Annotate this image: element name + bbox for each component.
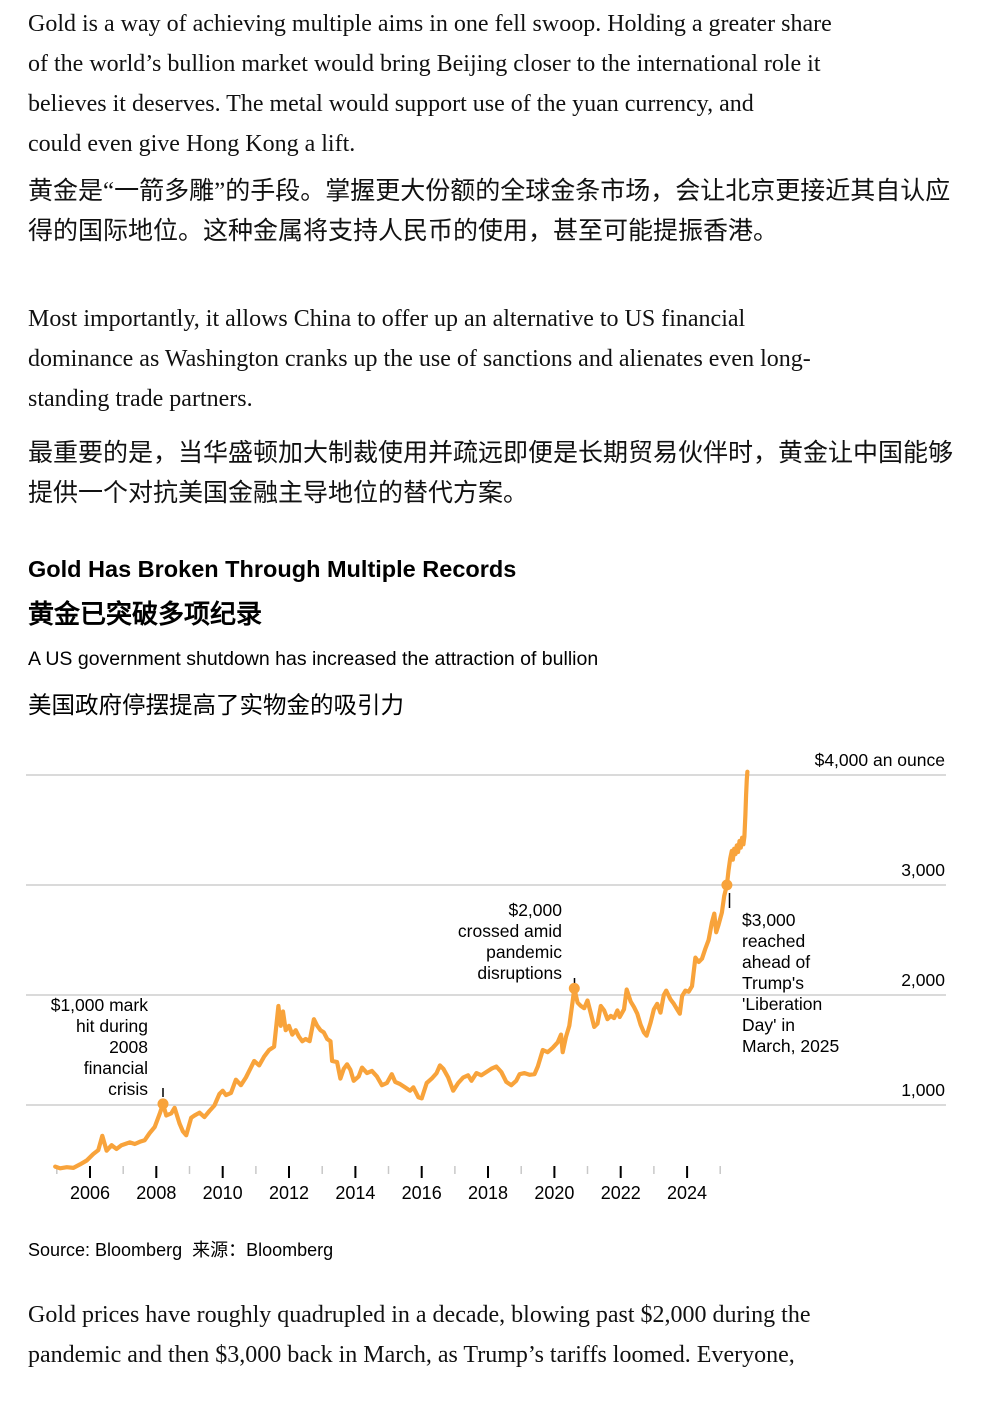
text-line: Most importantly, it allows China to off… [28,306,746,332]
text-line: ahead of [742,952,811,972]
text-line: disruptions [477,963,562,983]
x-axis-label-2006: 2006 [69,1183,111,1203]
paragraph-en-3: Gold prices have roughly quadrupled in a… [28,1295,810,1375]
paragraph-zh-1: 黄金是“一箭多雕”的手段。掌握更大份额的全球金条市场，会让北京更接近其自认应 得的… [28,172,950,252]
y-axis-label-2000: 2,000 [901,970,945,990]
text-line: pandemic [486,942,562,962]
text-line: believes it deserves. The metal would su… [28,91,754,117]
x-axis-label-2016: 2016 [401,1183,442,1203]
text-line: reached [742,931,806,951]
x-axis-label-2010: 2010 [202,1183,243,1203]
text-line: crisis [108,1079,148,1099]
marker-dot-1010 [157,1098,169,1110]
x-axis-label-2014: 2014 [335,1183,376,1203]
text-line: 得的国际地位。这种金属将支持人民币的使用，甚至可能提振香港。 [28,218,779,245]
text-line: 提供一个对抗美国金融主导地位的替代方案。 [28,480,529,507]
chart-title-zh: 黄金已突破多项纪录 [28,599,263,629]
paragraph-en-1: Gold is a way of achieving multiple aims… [28,4,832,164]
marker-dot-3000 [721,879,733,891]
text-line: dominance as Washington cranks up the us… [28,346,811,372]
annotation-2000-crossed: $2,000 crossed amid pandemic disruptions [402,900,562,984]
chart-subtitle-zh: 美国政府停摆提高了实物金的吸引力 [28,692,404,718]
text-line: crossed amid [457,921,562,941]
x-axis-label-2012: 2012 [268,1183,310,1203]
y-axis-label-4000: $4,000 an ounce [814,750,945,770]
paragraph-en-2: Most importantly, it allows China to off… [28,299,811,419]
text-line: could even give Hong Kong a lift. [28,131,356,157]
x-axis-label-2018: 2018 [468,1183,509,1203]
gold-price-line [53,769,750,1171]
x-axis-label-2020: 2020 [534,1183,575,1203]
text-line: 黄金是“一箭多雕”的手段。掌握更大份额的全球金条市场，会让北京更接近其自认应 [28,178,951,205]
annotation-1000-mark: $1,000 mark hit during 2008 financial crisis [20,995,148,1100]
y-axis-label-3000: 3,000 [901,860,945,880]
text-line: 2008 [109,1037,148,1057]
text-line: Gold is a way of achieving multiple aims… [28,11,832,37]
x-axis-label-2008: 2008 [136,1183,177,1203]
annotation-3000-reached: $3,000 reached ahead of Trump's 'Liberation D… [742,910,892,1057]
text-line: Day' in [742,1015,795,1035]
text-line: $3,000 [742,910,796,930]
text-line: 最重要的是，当华盛顿加大制裁使用并疏远即便是长期贸易伙伴时，黄金让中国能够 [28,440,954,467]
text-line: standing trade partners. [28,386,253,412]
text-line: Gold prices have roughly quadrupled in a… [28,1302,811,1328]
text-line: $2,000 [508,900,562,920]
x-axis-label-2022: 2022 [600,1183,641,1203]
text-line: of the world’s bullion market would brin… [28,51,821,77]
paragraph-zh-2: 最重要的是，当华盛顿加大制裁使用并疏远即便是长期贸易伙伴时，黄金让中国能够 提供一… [28,434,953,514]
chart-subtitle: A US government shutdown has increased t… [28,648,599,670]
marker-dot-2060 [568,982,580,994]
text-line: hit during [76,1016,148,1036]
chart-source: Source: Bloomberg 来源：Bloomberg [28,1240,334,1260]
x-axis-label-2024: 2024 [667,1183,708,1203]
text-line: 'Liberation [742,994,823,1014]
text-line: Trump's [742,973,805,993]
text-line: financial [83,1058,148,1078]
text-line: pandemic and then $3,000 back in March, … [28,1342,795,1368]
text-line: $1,000 mark [50,995,148,1015]
text-line: March, 2025 [742,1036,840,1056]
y-axis-label-1000: 1,000 [901,1080,945,1100]
chart-title: Gold Has Broken Through Multiple Records [28,556,517,582]
